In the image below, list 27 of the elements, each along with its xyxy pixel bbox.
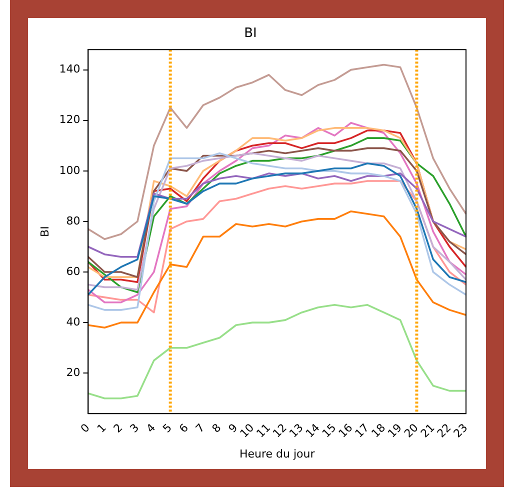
y-tick-label: 40 (66, 315, 80, 328)
x-tick-label: 23 (451, 421, 470, 440)
x-tick-label: 21 (418, 421, 438, 440)
x-tick-label: 20 (402, 421, 421, 440)
x-tick-label: 13 (286, 421, 306, 440)
x-tick-label: 4 (144, 421, 158, 436)
x-tick-label: 9 (226, 421, 240, 436)
x-tick-label: 15 (320, 421, 339, 440)
x-tick-label: 22 (434, 421, 454, 440)
y-tick-label: 80 (66, 214, 80, 228)
x-tick-label: 5 (160, 421, 174, 436)
x-tick-label: 7 (193, 421, 208, 436)
y-tick-label: 20 (66, 366, 80, 379)
y-tick-label: 100 (59, 164, 80, 177)
x-tick-label: 3 (127, 421, 142, 436)
y-tick-label: 120 (59, 113, 80, 126)
x-tick-label: 2 (111, 421, 126, 436)
x-tick-label: 8 (210, 421, 224, 436)
x-tick-label: 1 (94, 421, 109, 436)
y-tick-label: 60 (66, 264, 80, 278)
x-tick-label: 6 (176, 421, 191, 436)
y-axis-title: BI (38, 226, 52, 237)
x-tick-label: 0 (78, 421, 92, 436)
x-tick-label: 14 (303, 421, 322, 440)
chart-title: BI (244, 26, 257, 42)
y-tick-label: 140 (59, 62, 80, 76)
x-axis-title: Heure du jour (239, 447, 316, 460)
